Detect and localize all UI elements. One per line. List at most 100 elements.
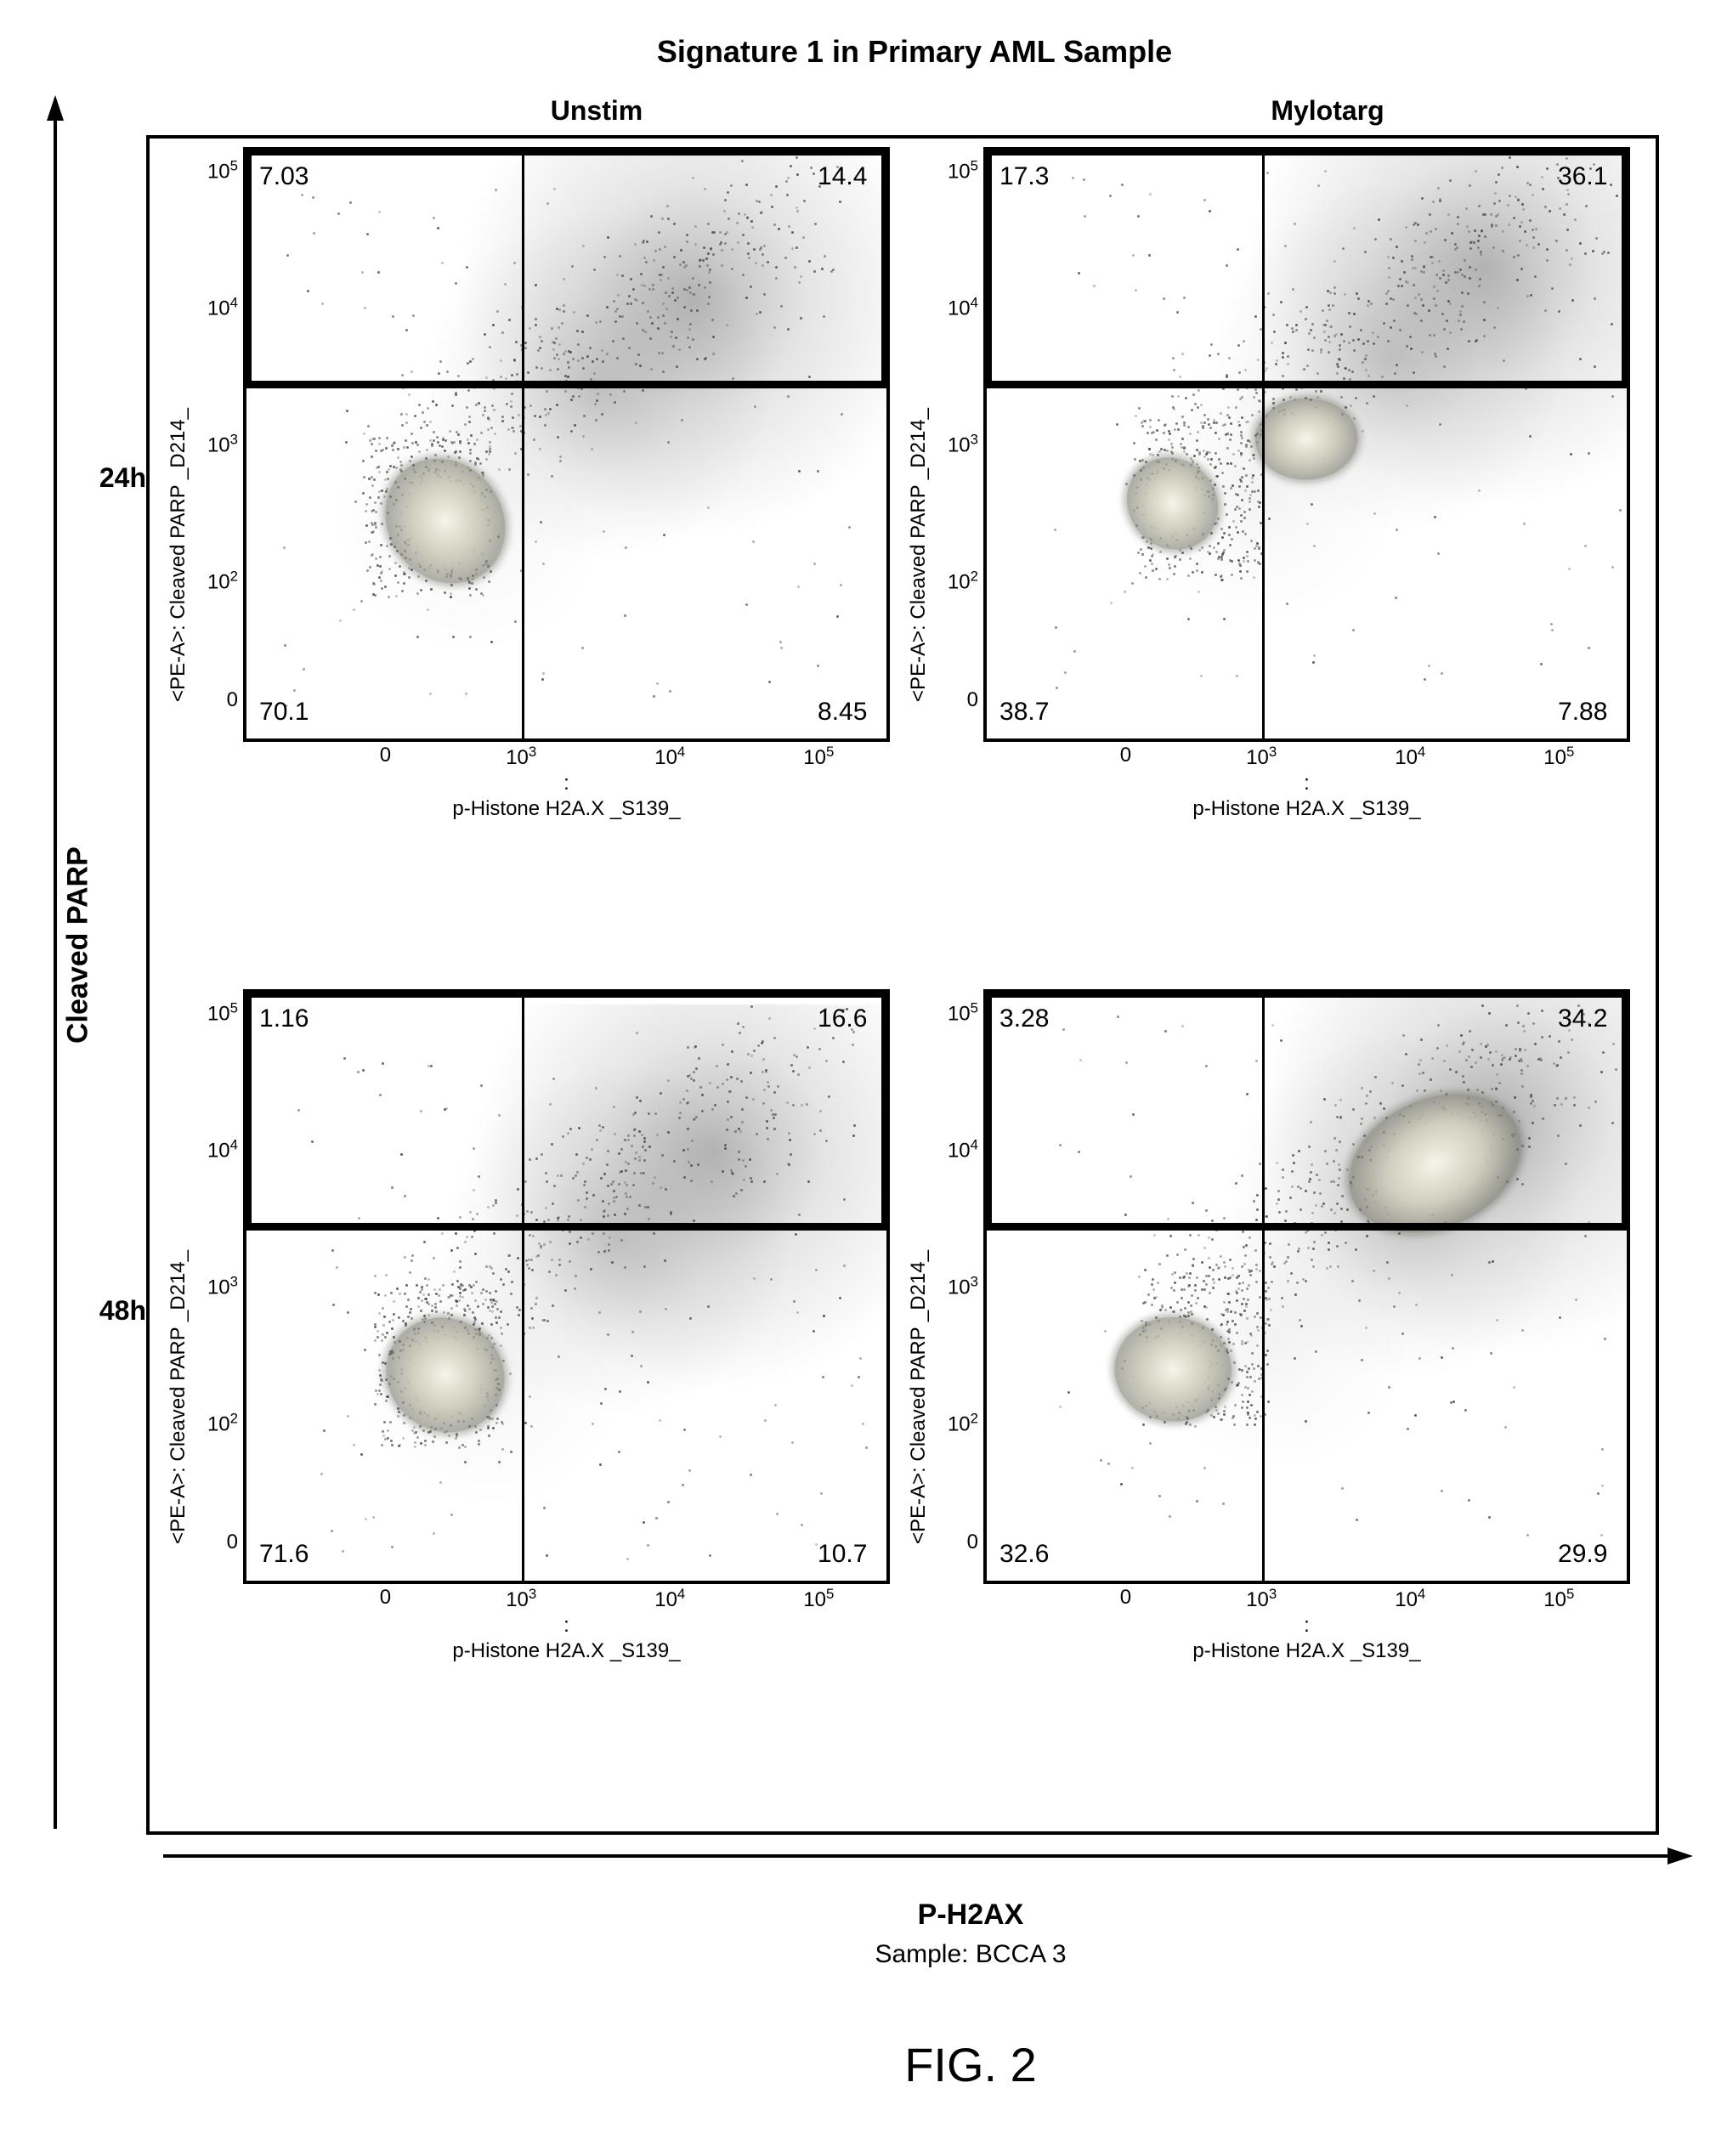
y-tick: 102 — [948, 1411, 978, 1437]
panel-grid-box: <PE-A>: Cleaved PARP _D214_1051041031020… — [146, 135, 1659, 1835]
plot-area: Unstim Mylotarg <PE-A>: Cleaved PARP _D2… — [146, 95, 1693, 2092]
y-tick: 105 — [207, 1000, 238, 1027]
outer-layout: Cleaved PARP 24h 48h Unstim Mylotarg <PE… — [34, 95, 1693, 2092]
y-tick: 102 — [207, 1411, 238, 1437]
quad-label-ul: 17.3 — [999, 162, 1049, 191]
gate-horizontal — [246, 386, 886, 388]
y-tick: 102 — [207, 569, 238, 595]
scatter-panel: <PE-A>: Cleaved PARP _D214_1051041031020… — [175, 147, 890, 964]
x-tick: 103 — [1246, 744, 1277, 770]
quad-label-ll: 70.1 — [259, 698, 309, 727]
quad-label-ul: 1.16 — [259, 1004, 309, 1033]
quad-label-lr: 29.9 — [1558, 1540, 1607, 1569]
chart-box: 7.03 14.4 70.1 8.45 — [243, 147, 890, 742]
y-tick: 105 — [948, 1000, 978, 1027]
global-y-label: Cleaved PARP — [57, 95, 99, 1795]
x-tick: 105 — [1543, 744, 1574, 770]
panel-x-axis-title: :p-Histone H2A.X _S139_ — [983, 1613, 1630, 1664]
y-tick: 0 — [227, 1531, 238, 1554]
panel-y-labels: <PE-A>: Cleaved PARP _D214_1051041031020 — [915, 147, 983, 964]
x-tick: 103 — [506, 1586, 536, 1612]
y-tick: 103 — [948, 432, 978, 458]
col-header-unstim: Unstim — [231, 95, 962, 135]
x-tick: 0 — [1120, 744, 1131, 767]
x-tick: 103 — [506, 744, 536, 770]
x-tick: 0 — [380, 744, 391, 767]
quad-label-ll: 71.6 — [259, 1540, 309, 1569]
upper-gate-box — [987, 993, 1627, 1228]
x-tick: 105 — [803, 744, 834, 770]
quad-label-ur: 16.6 — [818, 1004, 867, 1033]
scatter-panel: <PE-A>: Cleaved PARP _D214_1051041031020… — [915, 989, 1630, 1806]
quad-label-ul: 7.03 — [259, 162, 309, 191]
quad-label-ll: 32.6 — [999, 1540, 1049, 1569]
x-tick: 0 — [380, 1586, 391, 1610]
y-tick: 104 — [207, 295, 238, 321]
panel-x-ticks: 0 103 104 105 — [243, 1584, 890, 1613]
scatter-panel: <PE-A>: Cleaved PARP _D214_1051041031020… — [175, 989, 890, 1806]
panel-x-ticks: 0 103 104 105 — [983, 742, 1630, 771]
y-tick: 105 — [948, 158, 978, 184]
quad-label-ul: 3.28 — [999, 1004, 1049, 1033]
y-tick: 0 — [967, 1531, 978, 1554]
panel-y-ticks: 105 104 103 102 0 — [927, 989, 978, 1584]
row-labels-column: 24h 48h — [99, 95, 146, 1795]
figure-container: Signature 1 in Primary AML Sample Cleave… — [34, 34, 1693, 2092]
gate-horizontal — [987, 1228, 1627, 1231]
gate-horizontal — [246, 1228, 886, 1231]
quad-label-lr: 10.7 — [818, 1540, 867, 1569]
quad-label-ur: 14.4 — [818, 162, 867, 191]
x-tick: 103 — [1246, 1586, 1277, 1612]
quad-label-lr: 7.88 — [1558, 698, 1607, 727]
y-tick: 104 — [948, 295, 978, 321]
sample-label: Sample: BCCA 3 — [248, 1940, 1693, 1969]
panel-x-ticks: 0103104105 — [983, 1584, 1630, 1613]
figure-title: Signature 1 in Primary AML Sample — [34, 34, 1693, 70]
y-tick: 103 — [207, 1274, 238, 1300]
quad-label-ur: 34.2 — [1558, 1004, 1607, 1033]
upper-gate-box — [246, 150, 886, 386]
y-tick: 105 — [207, 158, 238, 184]
x-tick: 104 — [654, 1586, 685, 1612]
quad-label-lr: 8.45 — [818, 698, 867, 727]
panel-y-labels: <PE-A>: Cleaved PARP _D214_1051041031020 — [175, 989, 243, 1806]
chart-box: 3.28 34.2 32.6 29.9 — [983, 989, 1630, 1584]
panel-x-ticks: 0 103 104 105 — [243, 742, 890, 771]
x-tick: 105 — [1543, 1586, 1574, 1612]
row-label-24h: 24h — [99, 462, 146, 494]
upper-gate-box — [246, 993, 886, 1228]
y-tick: 104 — [948, 1137, 978, 1163]
scatter-panel: <PE-A>: Cleaved PARP _D214_1051041031020… — [915, 147, 1630, 964]
panel-chart-column: 1.16 16.6 71.6 10.7 0 103 104 105:p-Histone H2A… — [243, 989, 890, 1806]
quad-label-ll: 38.7 — [999, 698, 1049, 727]
panel-chart-column: 17.336.138.77.880103104105:p-Histone H2A… — [983, 147, 1630, 964]
y-tick: 103 — [948, 1274, 978, 1300]
quad-label-ur: 36.1 — [1558, 162, 1607, 191]
row-label-48h: 48h — [99, 1295, 146, 1327]
panel-chart-column: 3.2834.232.629.90103104105:p-Histone H2A… — [983, 989, 1630, 1806]
global-x-block: P-H2AX Sample: BCCA 3 — [248, 1899, 1693, 1969]
chart-box: 1.16 16.6 71.6 10.7 — [243, 989, 890, 1584]
x-tick: 104 — [654, 744, 685, 770]
y-tick: 103 — [207, 432, 238, 458]
column-headers: Unstim Mylotarg — [231, 95, 1693, 135]
chart-box: 17.3 36.1 38.7 7.88 — [983, 147, 1630, 742]
x-tick: 0 — [1120, 1586, 1131, 1610]
panel-y-labels: <PE-A>: Cleaved PARP _D214_1051041031020 — [915, 989, 983, 1806]
panel-y-ticks: 1051041031020 — [927, 147, 978, 742]
global-x-label: P-H2AX — [248, 1899, 1693, 1932]
panel-chart-column: 7.0314.470.18.450103104105:p-Histone H2A… — [243, 147, 890, 964]
figure-number-label: FIG. 2 — [248, 2037, 1693, 2092]
panel-y-ticks: 105 104 103 102 0 — [187, 989, 238, 1584]
y-tick: 102 — [948, 569, 978, 595]
col-header-mylotarg: Mylotarg — [962, 95, 1693, 135]
upper-gate-box — [987, 150, 1627, 386]
x-tick: 105 — [803, 1586, 834, 1612]
y-tick: 104 — [207, 1137, 238, 1163]
panel-y-ticks: 105 104 103 102 0 — [187, 147, 238, 742]
y-tick: 0 — [227, 688, 238, 712]
global-y-axis — [34, 95, 57, 1846]
panel-x-axis-title: :p-Histone H2A.X _S139_ — [243, 1613, 890, 1664]
panel-y-labels: <PE-A>: Cleaved PARP _D214_1051041031020 — [175, 147, 243, 964]
x-tick: 104 — [1395, 744, 1425, 770]
